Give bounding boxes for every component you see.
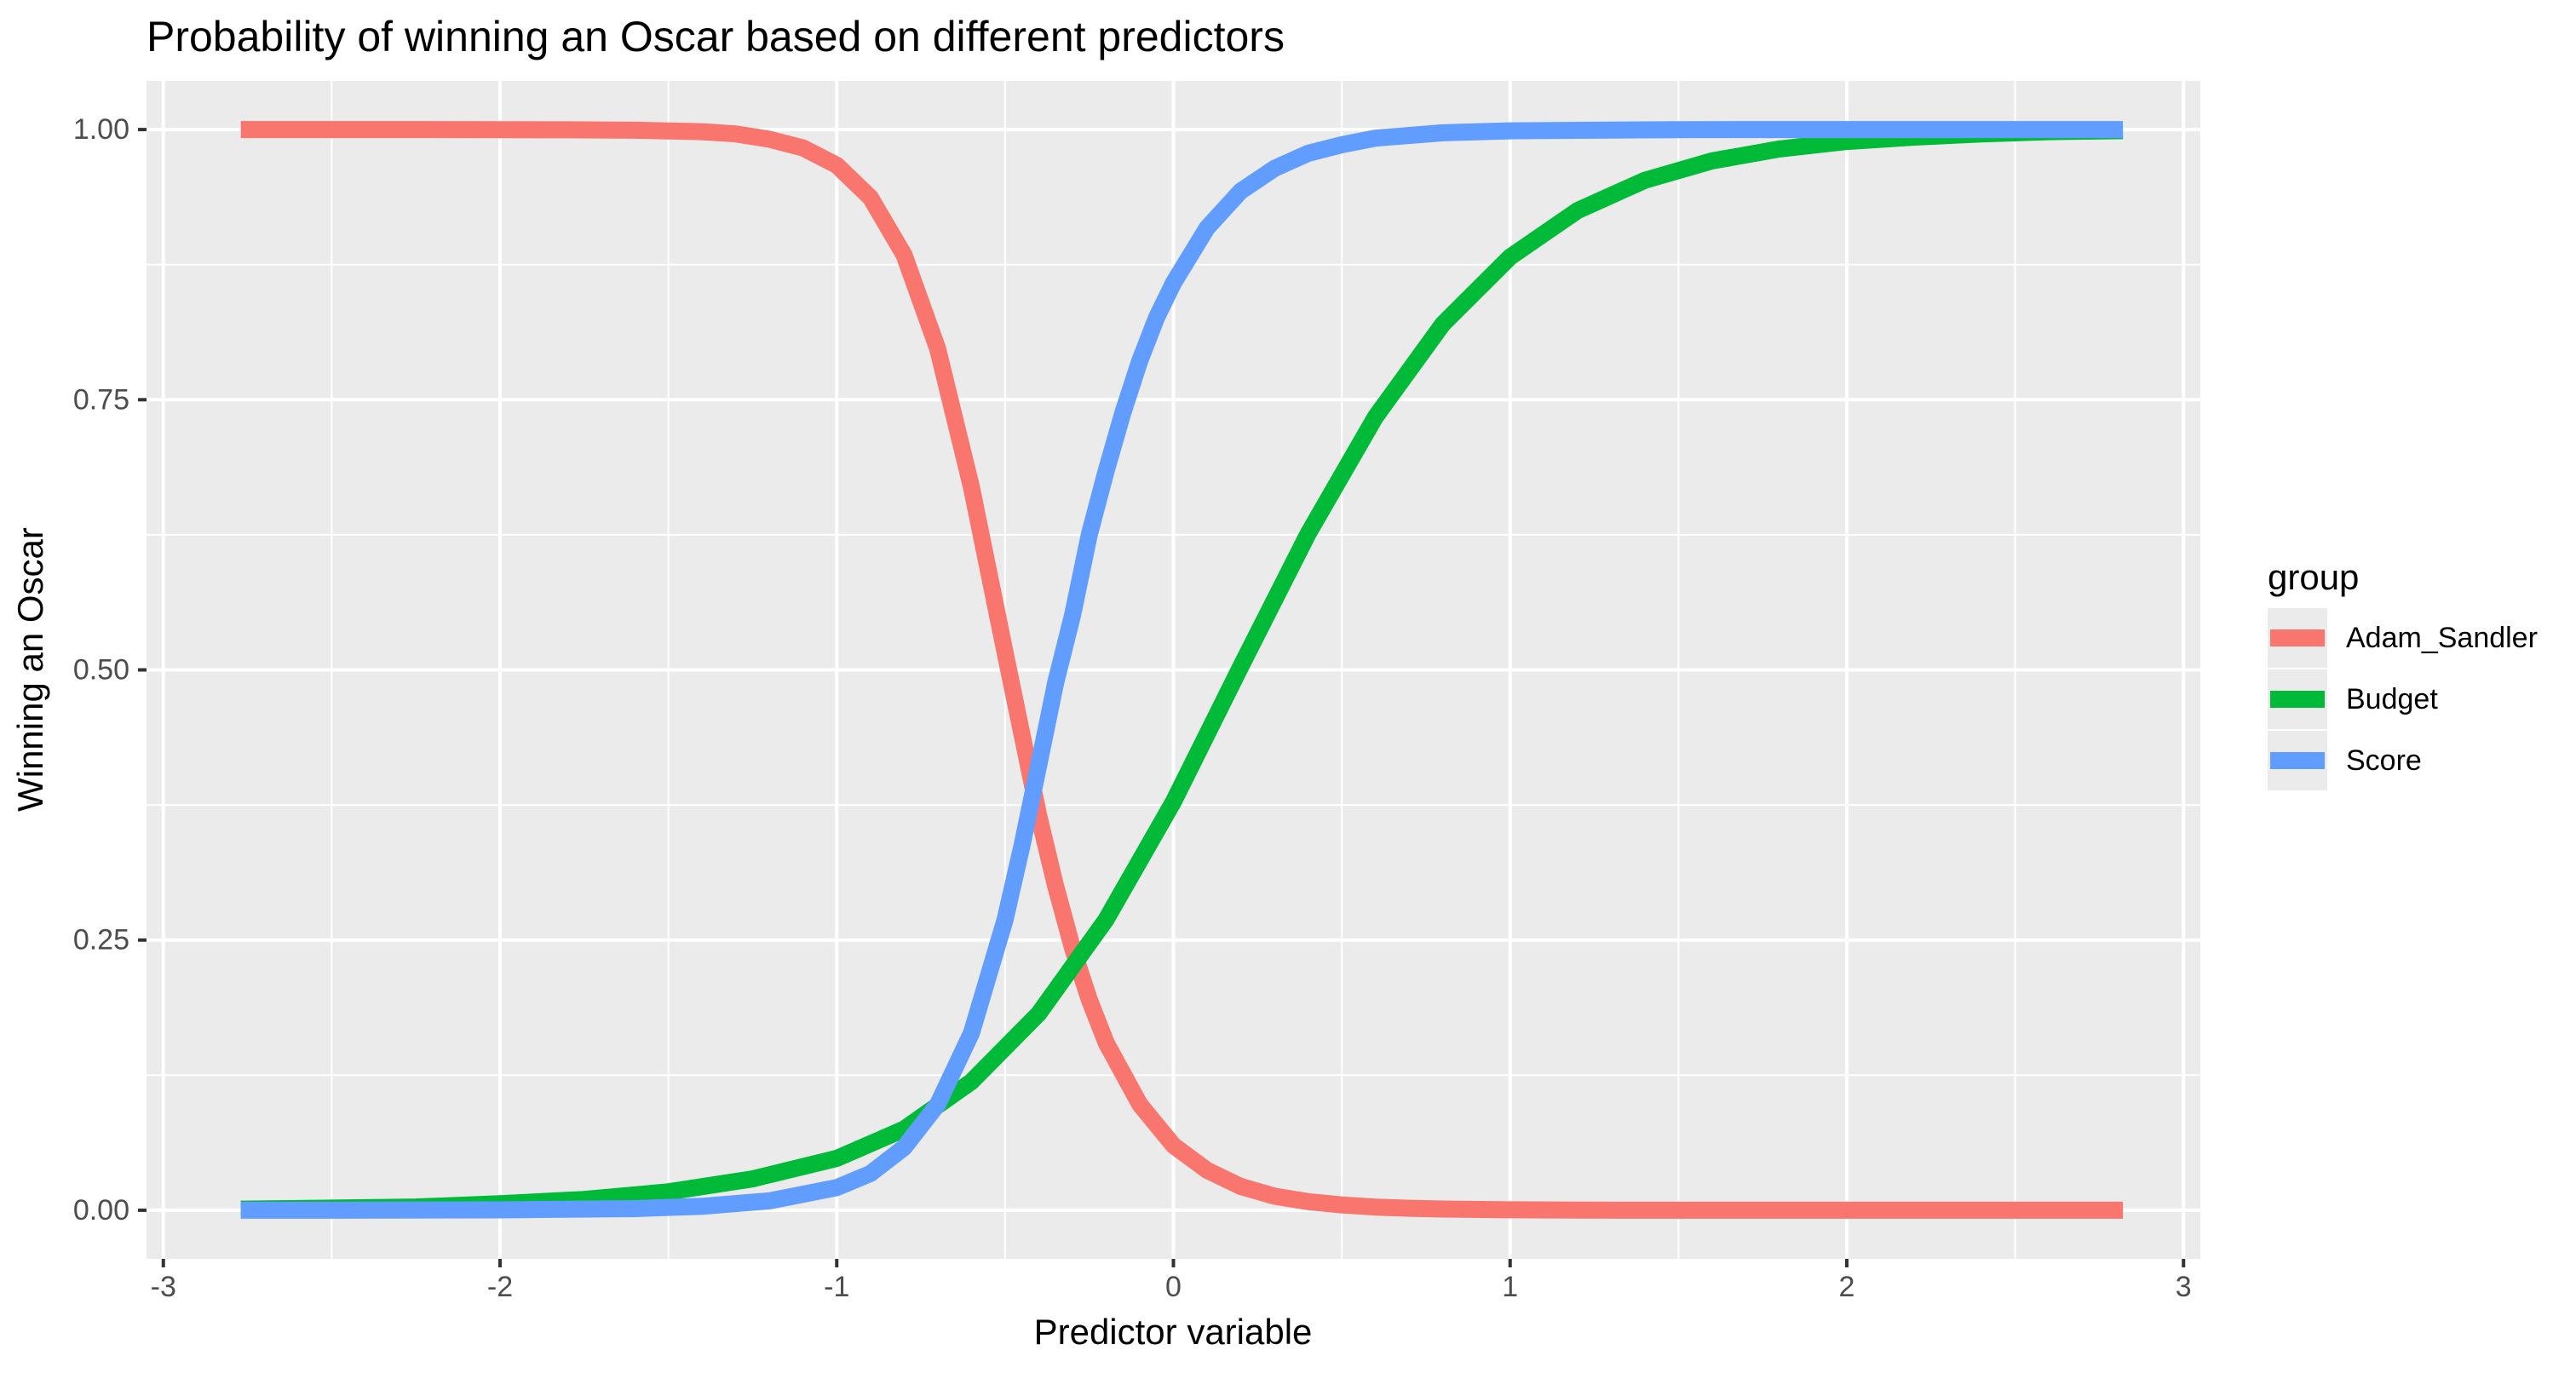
x-tick-label: -3: [151, 1271, 176, 1303]
series-lines: [240, 121, 2124, 1219]
x-tick-label: -1: [824, 1271, 849, 1303]
y-tick-label: 0.25: [73, 924, 129, 957]
y-tick-label: 1.00: [73, 113, 129, 146]
y-axis: 0.00 0.25 0.50 0.75 1.00: [73, 113, 147, 1227]
x-axis: -3 -2 -1 0 1 2 3: [151, 1259, 2192, 1303]
chart-title: Probability of winning an Oscar based on…: [147, 13, 1285, 60]
legend-item-budget: Budget: [2268, 669, 2438, 729]
series-line-budget: [240, 122, 2124, 1218]
x-tick-label: 0: [1165, 1271, 1182, 1303]
series-line-score: [240, 121, 2124, 1219]
y-tick-label: 0.75: [73, 383, 129, 416]
legend-label-budget: Budget: [2346, 683, 2438, 715]
y-tick-label: 0.50: [73, 654, 129, 686]
x-tick-label: 1: [1502, 1271, 1518, 1303]
x-tick-label: 2: [1839, 1271, 1855, 1303]
y-tick-label: 0.00: [73, 1194, 129, 1227]
series-line-adam-sandler: [240, 121, 2124, 1219]
legend: group Adam_Sandler Budget Score: [2268, 557, 2538, 790]
legend-item-score: Score: [2268, 731, 2422, 790]
x-axis-title: Predictor variable: [1034, 1312, 1313, 1352]
legend-label-score: Score: [2346, 744, 2422, 777]
x-tick-label: -2: [487, 1271, 513, 1303]
x-tick-label: 3: [2176, 1271, 2192, 1303]
y-axis-title: Winning an Oscar: [10, 527, 50, 812]
legend-item-adam-sandler: Adam_Sandler: [2268, 608, 2538, 668]
legend-items: Adam_Sandler Budget Score: [2268, 608, 2538, 790]
legend-title: group: [2268, 557, 2359, 597]
legend-label-adam-sandler: Adam_Sandler: [2346, 622, 2538, 654]
